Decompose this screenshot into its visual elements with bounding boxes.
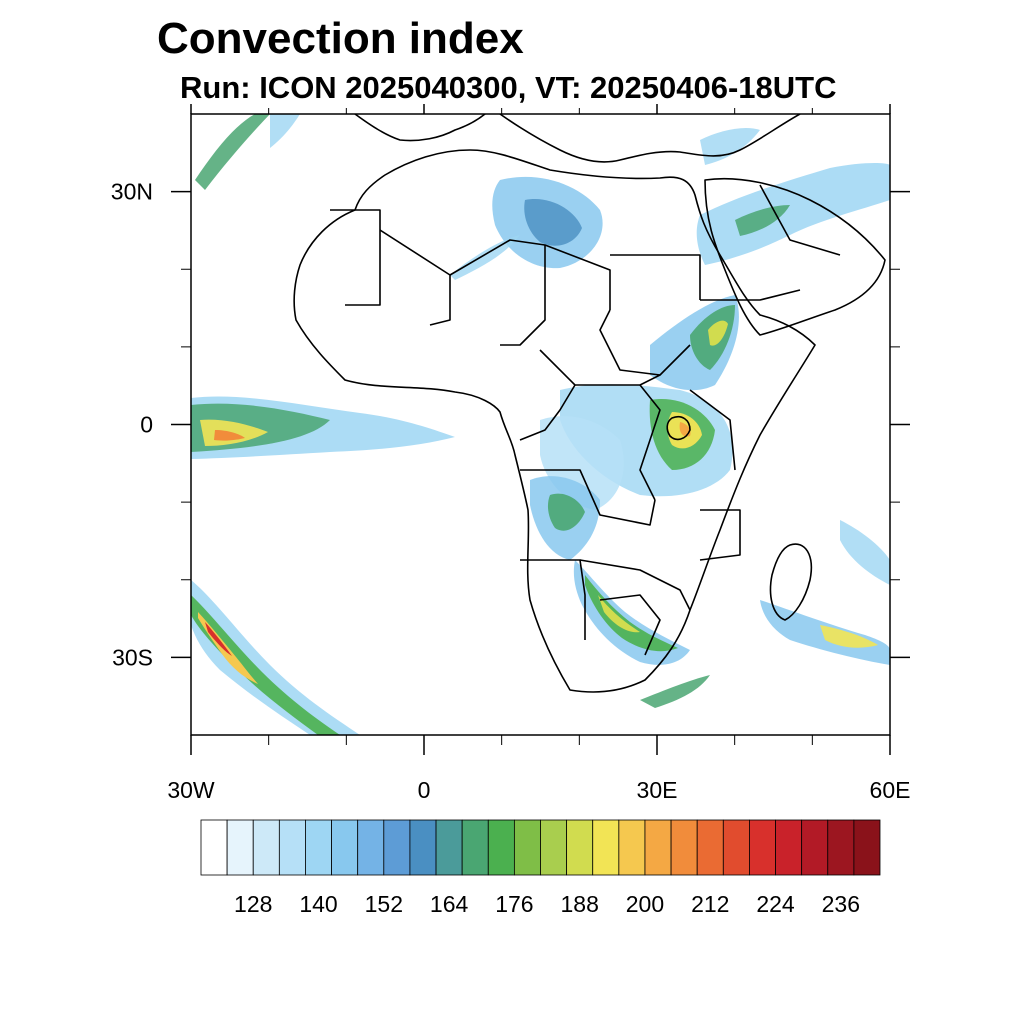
colorbar-label: 152: [365, 891, 403, 917]
colorbar-box: [566, 819, 594, 876]
border-16: [759, 184, 841, 256]
colorbar-label: 236: [822, 891, 860, 917]
colorbar-box: [827, 819, 855, 876]
colorbar-box: [331, 819, 359, 876]
colorbar-label: 200: [626, 891, 664, 917]
colorbar-box: [409, 819, 437, 876]
border-4: [500, 245, 546, 346]
iberia-coast: [354, 114, 486, 142]
axis-labels: 30W 0 30E 60E 30N 0 30S: [111, 179, 911, 803]
chart-title: Convection index: [157, 14, 524, 63]
border-13: [579, 559, 691, 611]
colorbar-box: [670, 819, 698, 876]
colorbar-label: 164: [430, 891, 469, 917]
colorbar-box: [200, 819, 228, 876]
border-11: [520, 469, 656, 526]
colorbar-box: [383, 819, 411, 876]
field-southern-band-core: [598, 595, 640, 633]
convection-field: [191, 114, 890, 735]
field-sahara-cyclone-core: [524, 199, 582, 246]
border-14: [599, 594, 661, 656]
lat-tick-label: 30N: [111, 179, 153, 205]
border-5: [610, 254, 701, 300]
field-angola-core: [547, 493, 585, 531]
colorbar-box: [722, 819, 750, 876]
field-southern-band-mid: [585, 575, 678, 652]
colorbar-box: [540, 819, 568, 876]
field-se-streak: [640, 675, 710, 708]
colorbar: 128 140 152 164 176 188 200 212 224 236: [200, 819, 881, 917]
field-sahara-tail: [450, 235, 520, 280]
field-indian-ocean: [840, 520, 890, 585]
colorbar-label: 188: [560, 891, 598, 917]
colorbar-label: 212: [691, 891, 729, 917]
field-atlantic-itcz-peak: [214, 430, 245, 441]
border-9: [639, 384, 661, 501]
colorbar-box: [592, 819, 620, 876]
colorbar-box: [749, 819, 776, 876]
field-southern-band-outer: [573, 560, 690, 665]
colorbar-box: [461, 819, 489, 876]
colorbar-label: 140: [299, 891, 337, 917]
border-17: [700, 289, 801, 301]
africa-coastline: [293, 149, 816, 693]
colorbar-box: [696, 819, 724, 876]
colorbar-label: 224: [756, 891, 795, 917]
field-sa-front-peak: [205, 622, 232, 656]
colorbar-box: [487, 819, 515, 876]
coastlines-and-borders: [293, 114, 886, 693]
lat-tick-label: 30S: [112, 644, 153, 670]
field-north-streak: [195, 114, 270, 190]
colorbar-label: 128: [234, 891, 272, 917]
colorbar-box: [644, 819, 672, 876]
field-levant: [700, 128, 760, 165]
field-north-streak-blue: [270, 114, 300, 148]
border-7: [539, 349, 661, 386]
field-arabia-core: [735, 205, 790, 236]
lon-tick-label: 30W: [167, 777, 215, 803]
colorbar-box: [278, 819, 306, 876]
lake-victoria: [666, 415, 691, 441]
lon-tick-label: 30E: [637, 777, 678, 803]
colorbar-box: [853, 819, 881, 876]
axis-ticks: [171, 104, 910, 755]
field-ethiopia-core: [708, 320, 728, 346]
border-6: [599, 309, 691, 376]
arabia-coast: [704, 177, 886, 336]
lon-tick-label: 60E: [870, 777, 911, 803]
colorbar-box: [775, 819, 803, 876]
border-12: [520, 559, 586, 640]
border-2: [379, 229, 451, 326]
colorbar-box: [513, 819, 541, 876]
colorbar-box: [357, 819, 385, 876]
lat-tick-label: 0: [140, 412, 153, 438]
madagascar-coast: [769, 543, 812, 621]
field-arabia: [696, 163, 890, 265]
border-8: [519, 384, 576, 441]
colorbar-box: [252, 819, 280, 876]
border-1: [330, 209, 381, 306]
colorbar-box: [618, 819, 646, 876]
border-15: [699, 509, 741, 561]
field-sa-front-core: [198, 612, 258, 684]
colorbar-box: [305, 819, 332, 876]
field-madagascar-core: [820, 625, 878, 648]
field-sa-front-outer: [191, 580, 360, 735]
colorbar-box: [801, 819, 829, 876]
colorbar-box: [226, 819, 254, 876]
colorbar-box: [435, 819, 463, 876]
chart-subtitle: Run: ICON 2025040300, VT: 20250406-18UTC: [180, 70, 837, 105]
lon-tick-label: 0: [418, 777, 431, 803]
colorbar-label: 176: [495, 891, 533, 917]
border-10: [689, 389, 736, 471]
europe-coast: [499, 114, 801, 163]
